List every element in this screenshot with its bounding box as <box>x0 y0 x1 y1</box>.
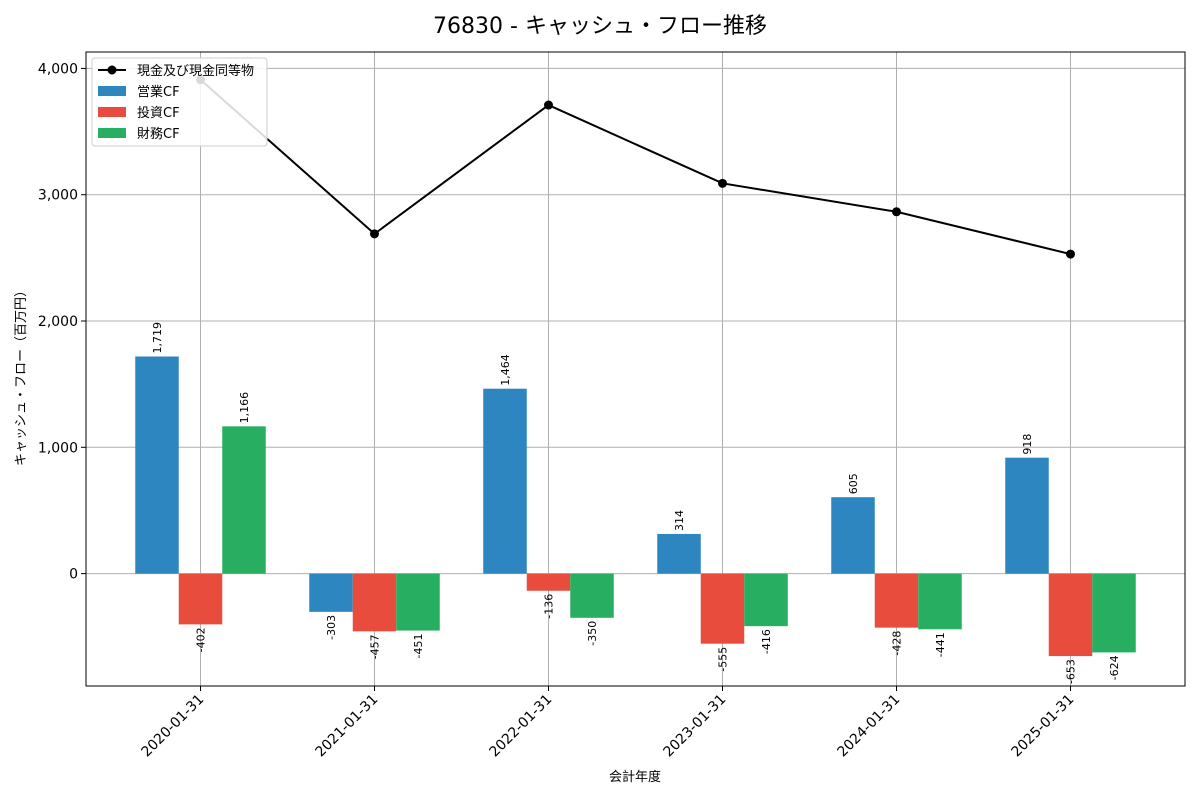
data-label: 918 <box>1021 434 1034 455</box>
cash-line <box>196 75 1075 259</box>
data-label: -428 <box>891 631 904 656</box>
data-label: 1,166 <box>238 392 251 424</box>
x-tick-label: 2022-01-31 <box>486 692 555 761</box>
y-tick-label: 1,000 <box>38 440 78 456</box>
data-label: -402 <box>195 627 208 652</box>
bar-財務CF-2021-01-31 <box>396 573 440 631</box>
chart-title: 76830 - キャッシュ・フロー推移 <box>433 14 767 39</box>
x-tick-label: 2023-01-31 <box>660 692 729 761</box>
data-label: 1,464 <box>499 354 512 386</box>
y-axis-label: キャッシュ・フロー（百万円） <box>14 284 29 466</box>
data-label: -416 <box>760 629 773 654</box>
cash-point-2023-01-31 <box>718 178 727 188</box>
data-label: -441 <box>934 632 947 657</box>
bar-財務CF-2025-01-31 <box>1092 573 1136 653</box>
data-label: -451 <box>412 634 425 659</box>
x-tick-label: 2025-01-31 <box>1008 692 1077 761</box>
data-label: -350 <box>586 621 599 646</box>
data-label: -303 <box>325 615 338 640</box>
bar-投資CF-2022-01-31 <box>526 573 571 591</box>
legend-marker <box>107 65 117 75</box>
data-label: 1,719 <box>151 322 164 354</box>
bar-営業CF-2022-01-31 <box>483 388 527 574</box>
y-tick-label: 4,000 <box>38 61 78 77</box>
data-label: -624 <box>1108 655 1121 680</box>
data-label: -555 <box>717 647 730 672</box>
bar-投資CF-2025-01-31 <box>1048 573 1093 657</box>
x-tick-label: 2024-01-31 <box>834 692 903 761</box>
legend-swatch <box>98 86 126 96</box>
y-tick-label: 3,000 <box>38 188 78 204</box>
data-label: -136 <box>543 594 556 619</box>
data-label: 314 <box>673 510 686 531</box>
bar-投資CF-2020-01-31 <box>178 573 223 625</box>
cash-point-2024-01-31 <box>892 207 901 217</box>
x-tick-label: 2020-01-31 <box>138 692 207 761</box>
cash-line-path <box>199 79 1071 256</box>
data-labels: 1,719 -303 1,464 314 605 918 -402 -457 -136 -555 -… <box>151 322 1121 684</box>
cash-point-2021-01-31 <box>370 229 379 239</box>
bars <box>135 356 1136 657</box>
x-axis: 2020-01-31 2021-01-31 2022-01-31 2023-01-31… <box>138 686 1077 760</box>
y-tick-label: 2,000 <box>38 314 78 330</box>
bar-投資CF-2023-01-31 <box>700 573 745 644</box>
legend-swatch <box>98 128 126 138</box>
bar-投資CF-2021-01-31 <box>352 573 397 632</box>
bar-営業CF-2021-01-31 <box>309 573 353 612</box>
y-axis: 0 1,000 2,000 3,000 4,000 <box>38 61 86 583</box>
grid <box>86 52 1185 686</box>
bar-財務CF-2020-01-31 <box>222 426 266 574</box>
bar-財務CF-2022-01-31 <box>570 573 614 618</box>
cash-point-2022-01-31 <box>544 100 553 110</box>
bar-営業CF-2024-01-31 <box>831 497 875 574</box>
bar-営業CF-2025-01-31 <box>1005 457 1049 574</box>
bar-財務CF-2024-01-31 <box>918 573 962 630</box>
data-label: -457 <box>369 634 382 659</box>
legend-swatch <box>98 107 126 117</box>
data-label: 605 <box>847 473 860 494</box>
x-tick-label: 2021-01-31 <box>312 692 381 761</box>
legend-label: 現金及び現金同等物 <box>137 63 254 79</box>
legend-label: 財務CF <box>137 127 180 142</box>
bar-営業CF-2020-01-31 <box>135 356 179 574</box>
data-label: -653 <box>1065 659 1078 684</box>
legend-box <box>91 57 268 147</box>
y-tick-label: 0 <box>69 567 78 583</box>
plot-frame <box>85 51 1186 687</box>
bar-投資CF-2024-01-31 <box>874 573 919 628</box>
cash-point-2025-01-31 <box>1066 249 1075 259</box>
legend-label: 投資CF <box>137 105 180 121</box>
x-axis-label: 会計年度 <box>609 769 661 785</box>
legend-label: 営業CF <box>137 84 180 100</box>
bar-営業CF-2023-01-31 <box>657 533 701 574</box>
bar-財務CF-2023-01-31 <box>744 573 788 627</box>
